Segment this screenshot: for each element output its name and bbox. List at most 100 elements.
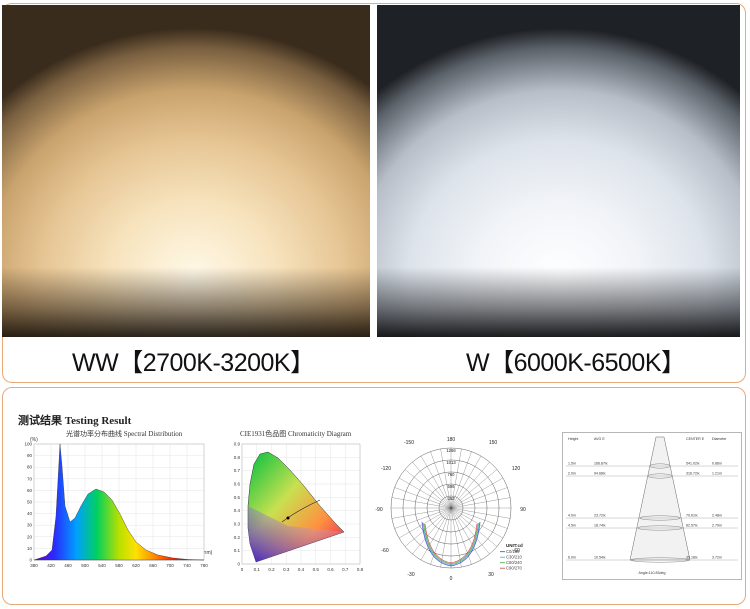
polar-angle-label: 90 — [520, 507, 526, 513]
spectral-curve — [33, 443, 205, 561]
illuminance-cell: 4.0m — [568, 514, 576, 518]
cie-x-tick: 0.8 — [357, 567, 364, 572]
polar-spoke — [450, 448, 462, 509]
spectral-y-tick: 10 — [27, 546, 33, 551]
spectral-y-tick: 70 — [27, 476, 33, 481]
cool-white-label: W【6000K-6500K】 — [466, 349, 686, 377]
spectral-x-tick: 580 — [115, 563, 123, 568]
illuminance-cell: 94.68lx — [594, 472, 606, 476]
polar-spoke — [450, 507, 482, 561]
warm-white-label: WW【2700K-3200K】 — [72, 349, 315, 377]
polar-legend-item: C90/270 — [506, 566, 523, 571]
cie-y-tick: 0.1 — [234, 548, 241, 553]
polar-spoke — [412, 507, 452, 555]
illuminance-cell: 62.57lx — [686, 524, 698, 528]
polar-spoke — [398, 507, 452, 539]
spectral-y-tick: 100 — [24, 442, 32, 447]
cie-x-tick: 0.6 — [327, 567, 334, 572]
beam-angle-label: Angle:110.83deg — [639, 571, 666, 575]
spectral-x-tick: 660 — [149, 563, 157, 568]
polar-radial-label: 506 — [448, 484, 456, 489]
polar-radial-label: 760 — [448, 472, 456, 477]
cie-locus-blue — [248, 506, 344, 562]
illuminance-cell: 166.87lx — [594, 462, 608, 466]
illuminance-spot — [637, 525, 683, 531]
polar-spoke — [391, 497, 452, 509]
polar-angle-label: 60 — [514, 548, 520, 554]
cie-y-tick: 0 — [237, 562, 240, 567]
polar-spoke — [450, 507, 462, 568]
illuminance-spot — [647, 473, 673, 479]
polar-radial-label: 253 — [448, 496, 456, 501]
polar-spoke — [450, 507, 498, 547]
illuminance-headers: Height AVG E CENTER E Diameter — [568, 437, 727, 441]
spectral-y-unit: (%) — [30, 437, 38, 443]
spectral-x-tick: 500 — [81, 563, 89, 568]
spectral-y-tick: 90 — [27, 453, 33, 458]
cie-y-tick: 0.9 — [234, 442, 241, 447]
illuminance-cell: 0.86m — [712, 462, 722, 466]
cie-y-tick: 0.8 — [234, 455, 241, 460]
polar-chart: -150 180 150 -120 120 -90 90 -60 60 -30 0 30 1266 10… — [375, 437, 526, 581]
polar-spoke — [450, 455, 482, 509]
illuminance-cell: 23.72lx — [594, 514, 606, 518]
cie-x-tick: 0.3 — [283, 567, 290, 572]
polar-spoke — [394, 487, 452, 509]
spectral-x-tick: 780 — [200, 563, 208, 568]
polar-spoke — [430, 451, 452, 509]
illuminance-header: AVG E — [594, 437, 605, 441]
illuminance-cell: 541.02lx — [686, 462, 700, 466]
polar-angle-label: 30 — [488, 572, 494, 578]
polar-legend-title: UNIT:cd — [506, 543, 523, 548]
polar-curve-c30 — [422, 522, 480, 566]
illuminance-cell: 18.74lx — [594, 524, 606, 528]
spectral-y-tick: 50 — [27, 500, 33, 505]
polar-legend-item: C30/210 — [506, 555, 523, 560]
illuminance-cell: 35.18lx — [686, 556, 698, 560]
polar-radial-labels: 1266 1013 760 506 253 — [446, 448, 456, 501]
spectral-y-tick: 40 — [27, 511, 33, 516]
polar-spoke — [394, 507, 452, 529]
cie-x-tick: 0 — [241, 567, 244, 572]
polar-radial-label: 1266 — [446, 448, 456, 453]
illuminance-cell: 6.0m — [568, 556, 576, 560]
spectral-x-tick: 540 — [98, 563, 106, 568]
cie-x-tick: 0.5 — [313, 567, 320, 572]
polar-angle-label: 150 — [489, 440, 498, 446]
polar-spoke — [450, 477, 504, 509]
warm-white-photo — [2, 5, 370, 337]
spectral-x-ticks: 380 420 460 500 540 580 620 660 700 740 780 — [30, 563, 208, 568]
cool-white-photo — [377, 5, 740, 337]
polar-grid — [390, 447, 512, 569]
polar-angle-labels: -150 180 150 -120 120 -90 90 -60 60 -30 0 30 — [375, 437, 526, 581]
spectral-y-tick: 60 — [27, 488, 33, 493]
polar-spoke — [440, 507, 452, 568]
spectral-x-tick: 420 — [47, 563, 55, 568]
polar-spoke — [450, 497, 511, 509]
illuminance-cell: 1.5m — [568, 462, 576, 466]
cie-x-tick: 0.1 — [254, 567, 261, 572]
cie-x-tick: 0.7 — [342, 567, 349, 572]
spectral-y-tick: 30 — [27, 523, 33, 528]
polar-angle-label: -90 — [375, 507, 382, 513]
polar-spoke — [398, 477, 452, 509]
polar-legend-item: C0/180 — [506, 549, 520, 554]
polar-spoke — [404, 507, 452, 547]
polar-angle-label: -120 — [381, 466, 391, 472]
illuminance-cell: 1.21m — [712, 472, 722, 476]
polar-spoke — [420, 455, 452, 509]
polar-angle-label: -60 — [381, 548, 388, 554]
cie-x-ticks: 0 0.1 0.2 0.3 0.4 0.5 0.6 0.7 0.8 — [241, 567, 364, 572]
polar-spoke — [412, 461, 452, 509]
spectral-x-tick: 700 — [166, 563, 174, 568]
spectral-x-tick: 620 — [132, 563, 140, 568]
testing-result-title: 测试结果 Testing Result — [18, 415, 132, 427]
polar-spoke — [450, 487, 508, 509]
polar-curve-c0 — [421, 521, 481, 567]
spectral-chart-title: 光谱功率分布曲线 Spectral Distribution — [66, 430, 183, 438]
illuminance-cell: 2.79m — [712, 524, 722, 528]
polar-legend-item: C60/240 — [506, 560, 523, 565]
illuminance-chart: 1.5m 166.87lx 541.02lx 0.86m 2.0m 94.68lx 316.… — [562, 432, 742, 580]
